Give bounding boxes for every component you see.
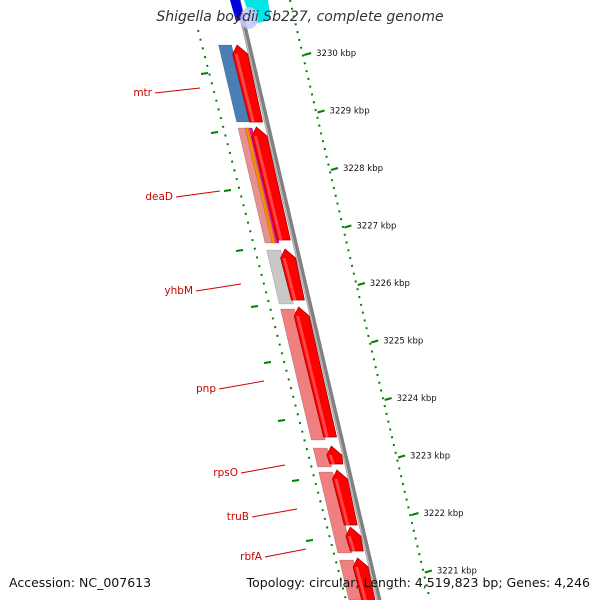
gene-leader-line: [175, 190, 221, 198]
minor-tick: [291, 479, 300, 482]
backbone: [235, 0, 382, 600]
gene-leader-line: [264, 548, 307, 558]
minor-tick: [210, 131, 219, 134]
gene-label-yhbM[interactable]: yhbM: [164, 285, 193, 297]
next-cds: [352, 557, 376, 600]
gene-leader-line: [251, 508, 298, 518]
major-tick: [424, 569, 433, 574]
yhbM-track: [266, 249, 294, 305]
minor-tick: [200, 72, 209, 75]
minor-tick: [263, 361, 272, 364]
next-track: [339, 559, 364, 600]
gene-label-rpsO[interactable]: rpsO: [213, 467, 238, 479]
gene-leader-line: [240, 464, 286, 474]
backbone-highlight: [235, 0, 378, 600]
deaD-cds: [251, 126, 291, 241]
tick-label: 3225 kbp: [383, 337, 423, 347]
minor-tick: [305, 539, 314, 542]
inner-tick-ring: [197, 29, 347, 600]
gene-label-rbfA[interactable]: rbfA: [240, 551, 263, 563]
major-tick: [344, 224, 352, 229]
deaD-stripe-orange: [244, 127, 276, 244]
minor-tick: [235, 249, 244, 252]
gene-label-layer: mtr deaD yhbM pnp rpsO truB rbfA: [133, 87, 307, 563]
tick-label: 3226 kbp: [370, 279, 410, 289]
rpsO-track: [312, 447, 333, 468]
tick-label: 3223 kbp: [410, 452, 450, 462]
tick-label: 3221 kbp: [437, 567, 477, 577]
rpsO-cds: [326, 445, 344, 465]
topology-text: Topology: circular; Length: 4,519,823 bp…: [246, 575, 590, 590]
tick-label: 3230 kbp: [316, 49, 356, 59]
tick-label: 3229 kbp: [330, 107, 370, 117]
tick-layer: 3230 kbp 3229 kbp 3228 kbp 3227 kbp 3226 kbp…: [197, 0, 477, 600]
rbfA-cds: [345, 526, 364, 552]
feature-layer: [218, 0, 376, 600]
pnp-cds: [293, 306, 338, 438]
mtr-cds: [232, 44, 264, 123]
minor-tick: [277, 419, 286, 422]
gene-label-mtr[interactable]: mtr: [133, 87, 152, 99]
tick-label: 3222 kbp: [423, 509, 463, 519]
major-tick: [370, 339, 379, 344]
minor-tick: [250, 305, 259, 308]
gene-leader-line: [195, 283, 242, 292]
tick-label: 3227 kbp: [356, 222, 396, 232]
major-tick: [317, 109, 325, 114]
tick-label: 3224 kbp: [397, 394, 437, 404]
truB-rbfA-track: [318, 471, 353, 554]
pnp-track: [280, 308, 326, 441]
major-tick: [357, 282, 366, 286]
major-tick: [330, 167, 339, 171]
gene-label-deaD[interactable]: deaD: [145, 191, 173, 203]
minor-tick: [223, 189, 232, 192]
major-tick: [411, 512, 419, 516]
gene-label-pnp[interactable]: pnp: [196, 383, 216, 395]
yhbM-cds: [280, 248, 305, 301]
tick-label: 3228 kbp: [343, 164, 383, 174]
top-lavender-feature: [240, 7, 259, 29]
gene-leader-line: [154, 87, 201, 94]
major-tick: [397, 454, 406, 459]
backbone-line: [235, 0, 382, 600]
map-title: Shigella boydii Sb227, complete genome: [156, 9, 444, 25]
gene-label-truB[interactable]: truB: [227, 511, 249, 523]
major-tick: [303, 52, 312, 56]
major-tick: [384, 397, 392, 401]
gene-leader-line: [218, 380, 265, 390]
tick-ring: [289, 0, 431, 600]
accession-text: Accession: NC_007613: [9, 575, 152, 590]
truB-cds: [332, 469, 358, 526]
